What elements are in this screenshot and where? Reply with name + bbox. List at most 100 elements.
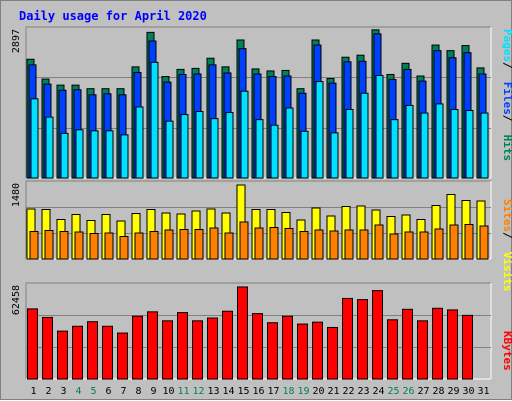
bar-sites-day-29	[449, 224, 459, 260]
bar-sites-day-2	[44, 230, 54, 260]
bar-pages-day-8	[135, 106, 144, 179]
bar-pages-day-31	[480, 112, 489, 179]
bar-kbytes-day-11	[177, 312, 188, 380]
bar-pages-day-9	[150, 61, 159, 179]
bar-pages-day-16	[255, 119, 264, 179]
bar-sites-day-3	[59, 231, 69, 260]
x-tick-label-day-31: 31	[477, 386, 489, 397]
x-tick-label-day-8: 8	[135, 386, 141, 397]
bar-sites-day-21	[329, 230, 339, 260]
bar-kbytes-day-9	[147, 311, 158, 380]
bar-sites-day-15	[239, 221, 249, 260]
bar-kbytes-day-30	[462, 314, 473, 380]
bar-sites-day-5	[89, 233, 99, 260]
bar-sites-day-25	[389, 233, 399, 260]
x-tick-label-day-24: 24	[372, 386, 384, 397]
x-tick-label-day-30: 30	[462, 386, 474, 397]
bar-sites-day-6	[104, 232, 114, 260]
bar-kbytes-day-26	[402, 308, 413, 380]
bar-sites-day-18	[284, 228, 294, 260]
x-tick-label-day-1: 1	[30, 386, 36, 397]
bar-sites-day-20	[314, 229, 324, 260]
bar-sites-day-13	[209, 227, 219, 260]
bar-pages-day-10	[165, 120, 174, 179]
bar-pages-day-21	[330, 132, 339, 179]
bar-kbytes-day-6	[102, 325, 113, 380]
x-tick-label-day-23: 23	[357, 386, 369, 397]
bar-pages-day-14	[225, 112, 234, 179]
bar-sites-day-4	[74, 231, 84, 260]
bar-sites-day-31	[479, 225, 489, 260]
x-tick-label-day-19: 19	[297, 386, 309, 397]
legend-sites: Sites	[501, 199, 512, 232]
legend-visits: Visits	[501, 252, 512, 292]
bar-sites-day-28	[434, 228, 444, 260]
x-tick-label-day-9: 9	[150, 386, 156, 397]
bar-sites-day-27	[419, 231, 429, 260]
bar-sites-day-23	[359, 229, 369, 260]
legend-separator: /	[501, 115, 512, 122]
bar-kbytes-day-27	[417, 320, 428, 380]
bar-kbytes-day-15	[237, 286, 248, 380]
bar-pages-day-5	[90, 130, 99, 179]
bar-kbytes-day-4	[72, 325, 83, 380]
bar-kbytes-day-2	[42, 316, 53, 380]
bar-pages-day-7	[120, 134, 129, 179]
x-tick-label-day-13: 13	[207, 386, 219, 397]
bar-pages-day-23	[360, 92, 369, 179]
bar-sites-day-12	[194, 229, 204, 260]
x-tick-label-day-11: 11	[177, 386, 189, 397]
x-tick-label-day-4: 4	[75, 386, 81, 397]
bar-sites-day-30	[464, 224, 474, 260]
bar-sites-day-1	[29, 231, 39, 260]
bar-pages-day-1	[30, 98, 39, 179]
bar-kbytes-day-20	[312, 321, 323, 380]
bar-kbytes-day-21	[327, 326, 338, 380]
bar-pages-day-12	[195, 111, 204, 179]
y-max-label-3: 62458	[11, 285, 22, 315]
x-tick-label-day-3: 3	[60, 386, 66, 397]
bar-sites-day-11	[179, 229, 189, 260]
bar-kbytes-day-22	[342, 297, 353, 380]
bar-pages-day-15	[240, 90, 249, 179]
bar-pages-day-27	[420, 112, 429, 179]
bar-kbytes-day-16	[252, 313, 263, 380]
bar-pages-day-3	[60, 132, 69, 179]
bar-pages-day-6	[105, 130, 114, 179]
bar-kbytes-day-12	[192, 320, 203, 380]
bar-sites-day-7	[119, 236, 129, 260]
bar-kbytes-day-28	[432, 307, 443, 380]
bar-pages-day-4	[75, 129, 84, 179]
x-tick-label-day-5: 5	[90, 386, 96, 397]
bar-pages-day-29	[450, 108, 459, 179]
bar-kbytes-day-1	[27, 308, 38, 380]
bar-kbytes-day-8	[132, 315, 143, 380]
bar-pages-day-28	[435, 103, 444, 179]
bar-kbytes-day-23	[357, 299, 368, 380]
bar-sites-day-14	[224, 232, 234, 260]
x-tick-label-day-25: 25	[387, 386, 399, 397]
x-tick-label-day-14: 14	[222, 386, 234, 397]
bar-sites-day-9	[149, 231, 159, 260]
x-tick-label-day-17: 17	[267, 386, 279, 397]
bar-kbytes-day-5	[87, 321, 98, 380]
bar-sites-day-19	[299, 231, 309, 260]
bar-pages-day-30	[465, 110, 474, 179]
bar-kbytes-day-10	[162, 320, 173, 380]
legend-pages: Pages	[501, 29, 512, 62]
bar-pages-day-2	[45, 116, 54, 179]
x-tick-label-day-22: 22	[342, 386, 354, 397]
x-tick-label-day-29: 29	[447, 386, 459, 397]
bar-kbytes-day-29	[447, 309, 458, 380]
bar-kbytes-day-13	[207, 317, 218, 380]
bar-sites-day-8	[134, 232, 144, 260]
bar-kbytes-day-3	[57, 330, 68, 380]
bar-kbytes-day-17	[267, 322, 278, 380]
x-tick-label-day-26: 26	[402, 386, 414, 397]
bar-sites-day-24	[374, 224, 384, 260]
x-tick-label-day-6: 6	[105, 386, 111, 397]
x-tick-label-day-20: 20	[312, 386, 324, 397]
bar-pages-day-26	[405, 104, 414, 179]
